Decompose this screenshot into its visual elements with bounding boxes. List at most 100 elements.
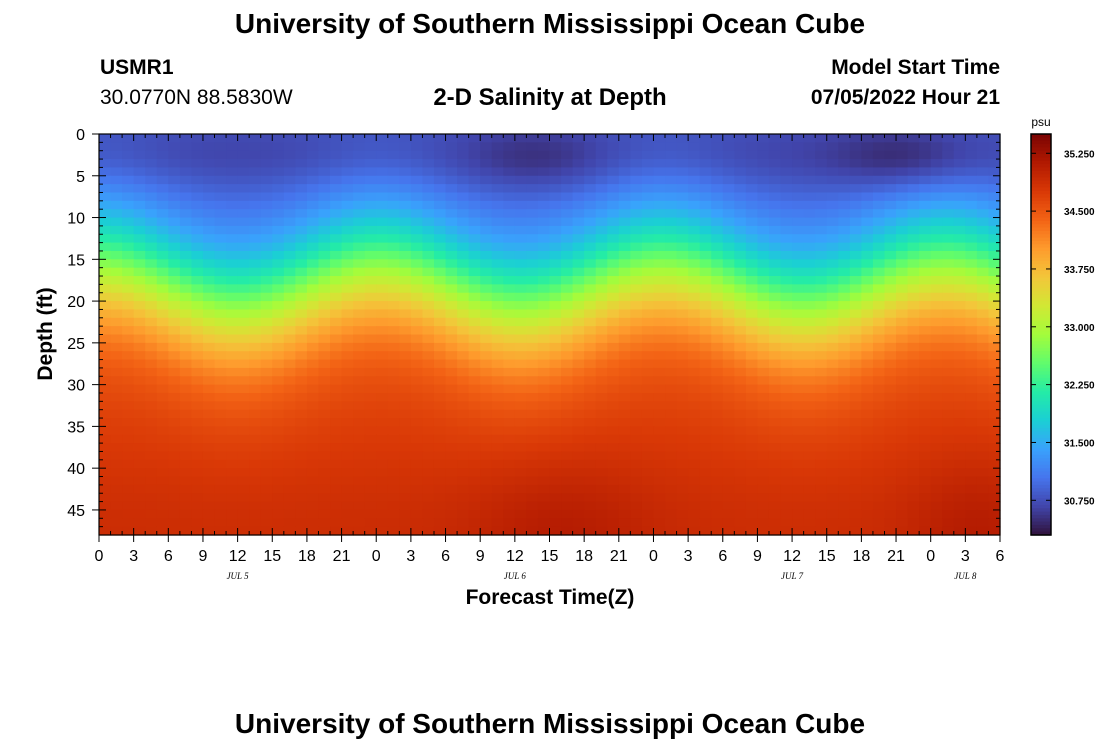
heatmap-cell xyxy=(260,493,273,503)
heatmap-cell xyxy=(156,150,169,160)
heatmap-cell xyxy=(272,142,285,152)
heatmap-cell xyxy=(722,175,735,185)
heatmap-cell xyxy=(376,225,389,235)
heatmap-cell xyxy=(815,501,828,511)
heatmap-cell xyxy=(226,259,239,269)
heatmap-cell xyxy=(410,267,424,277)
heatmap-cell xyxy=(249,150,262,160)
heatmap-cell xyxy=(330,509,343,519)
heatmap-cell xyxy=(156,443,169,453)
heatmap-cell xyxy=(283,175,296,185)
heatmap-cell xyxy=(214,518,227,528)
heatmap-cell xyxy=(872,309,886,319)
heatmap-cell xyxy=(433,184,447,194)
heatmap-cell xyxy=(145,367,158,377)
heatmap-cell xyxy=(711,317,724,327)
heatmap-cell xyxy=(861,409,874,419)
heatmap-cell xyxy=(226,134,239,143)
heatmap-cell xyxy=(179,476,193,486)
heatmap-cell xyxy=(514,518,527,528)
heatmap-cell xyxy=(896,192,909,202)
heatmap-cell xyxy=(561,326,574,336)
heatmap-cell xyxy=(965,426,978,436)
heatmap-cell xyxy=(653,459,666,469)
heatmap-cell xyxy=(168,434,181,444)
colorbar-tick-label: 30.750 xyxy=(1064,496,1095,507)
heatmap-cell xyxy=(503,434,516,444)
heatmap-cell xyxy=(491,426,504,436)
heatmap-cell xyxy=(849,192,862,202)
heatmap-cell xyxy=(156,401,169,411)
heatmap-cell xyxy=(872,267,886,277)
heatmap-cell xyxy=(861,493,874,503)
heatmap-cell xyxy=(191,292,204,302)
heatmap-cell xyxy=(364,443,377,453)
heatmap-cell xyxy=(480,259,493,269)
heatmap-cell xyxy=(722,493,735,503)
heatmap-cell xyxy=(930,526,943,536)
colorbar-segment xyxy=(1031,177,1051,182)
heatmap-cell xyxy=(607,192,620,202)
heatmap-cell xyxy=(976,276,990,285)
heatmap-cell xyxy=(584,443,597,453)
heatmap-cell xyxy=(572,301,585,311)
heatmap-cell xyxy=(896,242,909,252)
heatmap-cell xyxy=(387,468,400,478)
heatmap-cell xyxy=(99,192,112,202)
heatmap-cell xyxy=(976,484,990,494)
heatmap-cell xyxy=(607,175,620,185)
heatmap-cell xyxy=(838,459,851,469)
heatmap-cell xyxy=(514,217,527,227)
heatmap-cell xyxy=(503,301,516,311)
heatmap-cell xyxy=(433,200,447,210)
heatmap-cell xyxy=(457,209,470,219)
heatmap-cell xyxy=(537,134,551,143)
heatmap-cell xyxy=(641,225,655,235)
heatmap-cell xyxy=(491,267,504,277)
heatmap-cell xyxy=(826,259,839,269)
heatmap-cell xyxy=(214,401,227,411)
heatmap-cell xyxy=(480,484,493,494)
heatmap-cell xyxy=(318,250,331,260)
heatmap-cell xyxy=(122,250,135,260)
heatmap-cell xyxy=(607,392,620,402)
heatmap-cell xyxy=(584,434,597,444)
heatmap-cell xyxy=(168,418,181,427)
heatmap-cell xyxy=(445,426,458,436)
heatmap-cell xyxy=(272,209,285,219)
heatmap-cell xyxy=(826,242,839,252)
heatmap-cell xyxy=(919,418,932,427)
heatmap-cell xyxy=(942,217,955,227)
heatmap-cell xyxy=(330,484,343,494)
heatmap-cell xyxy=(953,326,966,336)
heatmap-cell xyxy=(433,501,447,511)
heatmap-cell xyxy=(930,326,943,336)
heatmap-cell xyxy=(168,301,181,311)
heatmap-cell xyxy=(110,217,123,227)
heatmap-cell xyxy=(514,192,527,202)
heatmap-cell xyxy=(537,359,551,369)
heatmap-cell xyxy=(122,167,135,177)
heatmap-cell xyxy=(549,267,562,277)
heatmap-cell xyxy=(803,267,816,277)
heatmap-cell xyxy=(422,476,435,486)
heatmap-cell xyxy=(584,501,597,511)
heatmap-cell xyxy=(491,501,504,511)
heatmap-cell xyxy=(99,334,112,344)
heatmap-cell xyxy=(376,376,389,386)
heatmap-cell xyxy=(803,451,816,461)
heatmap-cell xyxy=(734,443,747,453)
heatmap-cell xyxy=(514,434,527,444)
heatmap-cell xyxy=(145,501,158,511)
heatmap-cell xyxy=(468,468,481,478)
heatmap-cell xyxy=(549,409,562,419)
heatmap-cell xyxy=(445,225,458,235)
heatmap-cell xyxy=(387,284,400,294)
heatmap-cell xyxy=(226,359,239,369)
heatmap-cell xyxy=(734,409,747,419)
heatmap-cell xyxy=(549,134,562,143)
heatmap-cell xyxy=(537,476,551,486)
heatmap-cell xyxy=(745,209,759,219)
heatmap-cell xyxy=(376,401,389,411)
heatmap-cell xyxy=(618,159,631,169)
